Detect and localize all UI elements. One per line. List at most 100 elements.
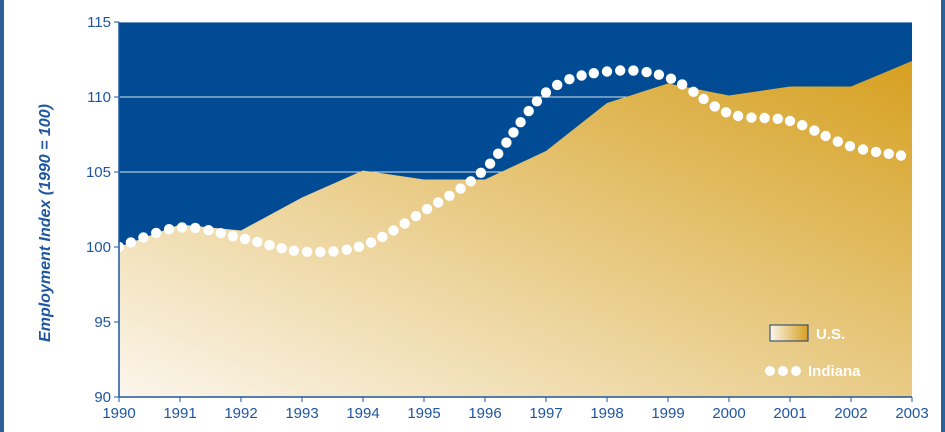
indiana-dot xyxy=(772,113,783,125)
indiana-dot xyxy=(444,190,455,201)
indiana-dot xyxy=(138,232,149,243)
indiana-dot xyxy=(665,73,677,84)
indiana-dot xyxy=(588,68,599,79)
x-tick-label: 1990 xyxy=(102,405,135,422)
indiana-dot xyxy=(720,107,732,118)
indiana-dot xyxy=(125,237,137,248)
legend-swatch-us xyxy=(769,324,809,342)
indiana-dot xyxy=(328,246,339,257)
x-tick-label: 2002 xyxy=(834,405,867,422)
x-tick-labels: 1990 1991 1992 1993 1994 1995 1996 1997 1998 1999… xyxy=(102,405,928,422)
indiana-dot xyxy=(484,158,496,169)
y-tick-label: 105 xyxy=(86,164,111,181)
indiana-dot xyxy=(628,65,639,76)
indiana-dot xyxy=(677,79,688,90)
x-tick-label: 1993 xyxy=(285,405,318,422)
indiana-series-dots xyxy=(113,65,907,258)
indiana-dot xyxy=(399,218,410,229)
right-border xyxy=(941,0,945,432)
indiana-dot xyxy=(797,120,808,131)
y-tick-label: 115 xyxy=(87,14,111,31)
indiana-dot xyxy=(163,224,175,235)
indiana-dot xyxy=(564,74,575,85)
indiana-dot xyxy=(523,105,534,117)
indiana-dot xyxy=(844,141,856,152)
indiana-dot xyxy=(288,245,300,256)
indiana-dot xyxy=(515,117,526,128)
legend-dot xyxy=(791,366,801,376)
left-border xyxy=(0,0,4,432)
indiana-dot xyxy=(746,112,757,123)
indiana-dot xyxy=(239,233,251,245)
indiana-dot xyxy=(531,96,543,107)
indiana-dot xyxy=(203,225,214,236)
indiana-dot xyxy=(151,227,162,239)
y-tick-label: 95 xyxy=(94,314,111,331)
x-tick-label: 1999 xyxy=(651,405,684,422)
indiana-dot xyxy=(688,86,699,98)
y-tick-label: 90 xyxy=(94,389,111,406)
indiana-dot xyxy=(653,69,665,80)
indiana-dot xyxy=(341,244,352,255)
indiana-dot xyxy=(176,222,188,233)
indiana-dot xyxy=(895,150,907,161)
x-tick-label: 1996 xyxy=(468,405,501,422)
indiana-dot xyxy=(455,183,466,194)
indiana-dot xyxy=(365,237,377,248)
indiana-dot xyxy=(759,112,770,124)
legend-label-us: U.S. xyxy=(816,326,845,343)
indiana-dot xyxy=(820,130,831,142)
legend-label-indiana: Indiana xyxy=(808,363,861,380)
indiana-dot xyxy=(377,231,388,243)
indiana-dot xyxy=(809,125,820,136)
indiana-dot xyxy=(410,211,422,222)
indiana-dot xyxy=(883,148,894,159)
indiana-dot xyxy=(615,65,626,76)
indiana-dot xyxy=(576,70,587,81)
indiana-dot xyxy=(433,197,444,208)
indiana-dot xyxy=(698,93,709,105)
y-axis-label: Employment Index (1990 = 100) xyxy=(37,104,54,342)
x-tick-label: 1995 xyxy=(407,405,440,422)
indiana-dot xyxy=(276,243,287,254)
indiana-dot xyxy=(421,203,433,215)
indiana-dot xyxy=(501,137,512,148)
indiana-dot xyxy=(353,241,365,252)
indiana-dot xyxy=(493,148,504,159)
us-series-area xyxy=(119,61,912,397)
x-tick-label: 2001 xyxy=(773,405,806,422)
indiana-dot xyxy=(508,127,519,138)
y-tick-label: 100 xyxy=(86,239,111,256)
x-tick-label: 1997 xyxy=(529,405,562,422)
legend-dot xyxy=(765,366,775,376)
indiana-dot xyxy=(857,144,869,155)
legend-dot xyxy=(778,366,788,376)
indiana-dot xyxy=(832,136,843,147)
indiana-dot xyxy=(264,240,275,251)
axes xyxy=(114,21,913,402)
indiana-dot xyxy=(870,146,882,158)
indiana-dot xyxy=(784,115,796,127)
indiana-dot xyxy=(709,101,720,112)
indiana-dot xyxy=(215,228,226,239)
x-tick-label: 1992 xyxy=(224,405,257,422)
indiana-dot xyxy=(388,225,399,236)
indiana-dot xyxy=(252,236,263,248)
indiana-dot xyxy=(227,231,239,242)
y-tick-label: 110 xyxy=(87,89,111,106)
legend: U.S. Indiana xyxy=(765,324,861,380)
indiana-dot xyxy=(552,79,563,91)
x-tick-label: 1998 xyxy=(590,405,623,422)
x-tick-label: 2003 xyxy=(895,405,928,422)
indiana-dot xyxy=(732,110,744,122)
x-tick-label: 1994 xyxy=(346,405,379,422)
x-tick-label: 2000 xyxy=(712,405,745,422)
y-tick-labels: 90 95 100 105 110 115 xyxy=(86,14,111,406)
x-tick-label: 1991 xyxy=(163,405,196,422)
indiana-dot xyxy=(641,66,652,78)
indiana-dot xyxy=(540,87,552,98)
indiana-dot xyxy=(465,176,476,187)
indiana-dot xyxy=(315,246,326,258)
